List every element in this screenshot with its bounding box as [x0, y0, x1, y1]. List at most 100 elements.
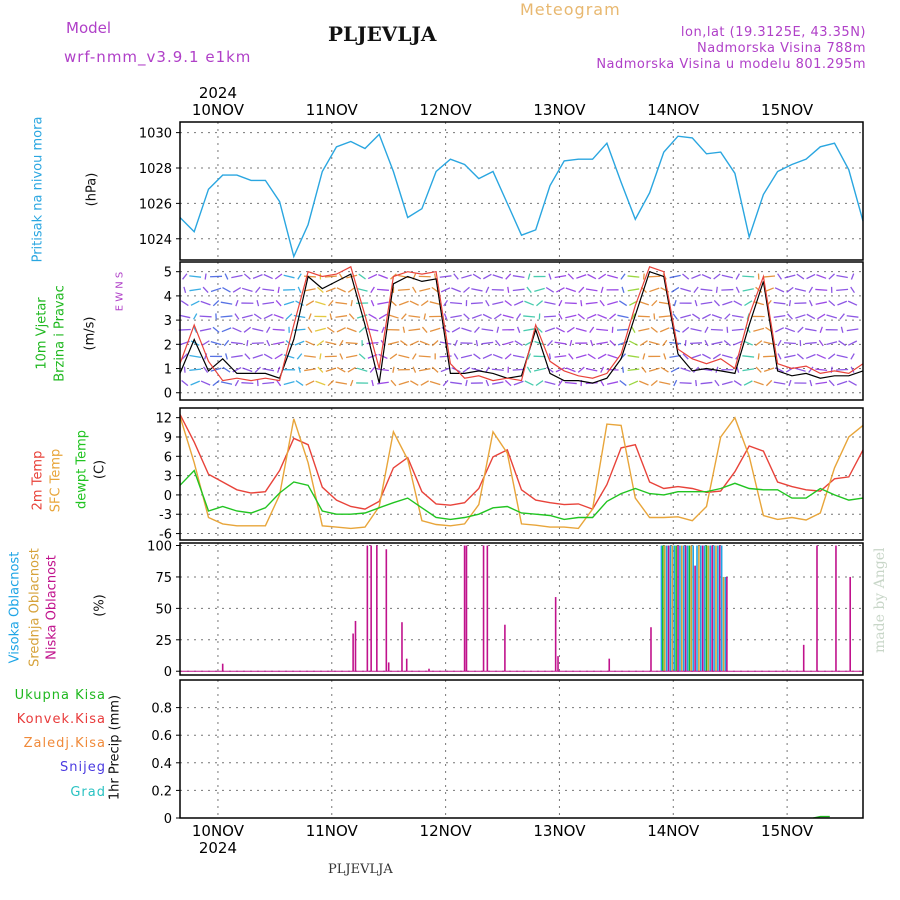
wind-arrow	[349, 379, 354, 387]
wind-arrow	[377, 381, 389, 385]
x-tick-label-bottom: 11NOV	[306, 822, 359, 840]
wind-arrow	[358, 353, 366, 360]
wind-arrow	[713, 300, 720, 307]
y-tick-label: 25	[155, 634, 172, 649]
wind-arrow	[485, 379, 490, 387]
wind-arrow	[828, 273, 835, 280]
wind-arrow	[283, 274, 295, 279]
wind-arrow	[577, 366, 585, 373]
wind-arrow	[212, 326, 220, 333]
wind-arrow	[536, 326, 543, 333]
wind-arrow	[378, 313, 388, 320]
wind-arrow	[682, 353, 689, 360]
wind-arrow	[682, 273, 690, 280]
wind-arrow	[721, 354, 733, 359]
wind-arrow	[710, 328, 723, 331]
wind-arrow	[850, 366, 855, 373]
wind-arrow	[713, 273, 721, 280]
wind-arrow	[225, 353, 228, 360]
wind-arrow	[242, 287, 253, 292]
wind-arrow	[663, 353, 667, 360]
wind-arrow	[628, 340, 638, 346]
wind-arrow	[742, 368, 755, 372]
y-tick-label: 3	[164, 314, 172, 329]
wind-arrow	[536, 300, 544, 307]
y-tick-label: 0.8	[151, 702, 172, 717]
wind-arrow	[715, 286, 718, 293]
y-tick-label: 1	[164, 363, 172, 378]
wind-arrow	[607, 274, 618, 279]
wind-arrow	[543, 315, 556, 318]
wind-arrow	[548, 273, 552, 280]
footer-station: PLJEVLJA	[328, 862, 393, 877]
wind-arrow	[262, 288, 275, 292]
wind-arrow	[639, 380, 649, 386]
wind-arrow	[627, 354, 640, 358]
wind-arrow	[315, 300, 326, 306]
wind-arrow	[222, 287, 231, 293]
wind-arrow	[731, 314, 744, 319]
y-tick-label: 1026	[139, 197, 172, 212]
elevation-label: Nadmorska Visina 788m	[697, 41, 866, 56]
wind-arrow	[221, 327, 232, 333]
y-tick-label: -3	[159, 508, 172, 523]
wind-arrow	[377, 288, 389, 291]
wind-arrow	[577, 313, 585, 320]
wind-arrow	[590, 339, 594, 347]
panel-frame	[179, 407, 864, 541]
wind-arrow	[527, 273, 531, 280]
wind-arrow	[190, 340, 200, 346]
wind-arrow	[568, 353, 574, 360]
wind-arrow	[189, 288, 202, 292]
wind-arrow	[178, 328, 191, 331]
wind-arrow	[305, 300, 315, 307]
wind-arrow	[347, 286, 356, 293]
wind-arrow	[565, 287, 577, 293]
wind-arrow	[796, 353, 804, 360]
wind-arrow	[345, 354, 358, 359]
wind-arrow	[345, 342, 358, 345]
wind-arrow	[319, 353, 322, 360]
wind-arrow	[788, 379, 792, 387]
y-tick-label: 2	[164, 338, 172, 353]
y-tick-label: 1028	[139, 162, 172, 177]
y-tick-label: 1024	[139, 233, 172, 248]
wind-arrow	[412, 366, 417, 373]
wind-arrow	[232, 327, 242, 333]
wind-arrow	[263, 353, 273, 360]
wind-arrow	[295, 380, 304, 387]
wind-arrow	[544, 301, 556, 305]
wind-arrow	[189, 275, 202, 278]
wind-arrow	[662, 339, 668, 347]
wind-arrow	[660, 366, 669, 373]
wind-arrow	[296, 353, 303, 360]
wind-arrow	[513, 300, 524, 306]
y-tick-label: 5	[164, 266, 172, 281]
wind-arrow	[763, 275, 776, 278]
wind-arrow	[482, 353, 493, 360]
wind-arrow	[659, 327, 670, 333]
wind-arrow	[493, 313, 502, 320]
wind-arrow	[398, 300, 409, 306]
wind-arrow	[777, 353, 782, 360]
wind-arrow	[524, 300, 534, 306]
x-tick-label-bottom: 14NOV	[647, 822, 700, 840]
wind-arrow	[743, 340, 753, 346]
wind-arrow	[627, 368, 640, 372]
wind-arrow	[203, 366, 209, 373]
wind-arrow	[450, 314, 462, 319]
wind-arrow	[483, 273, 492, 280]
wind-arrow	[690, 342, 703, 345]
wind-arrow	[722, 300, 733, 306]
wind-arrow	[327, 379, 335, 387]
wind-arrow	[777, 273, 782, 280]
wind-arrow	[485, 299, 490, 307]
wind-arrow	[419, 287, 431, 292]
wind-arrow	[558, 313, 563, 320]
wind-arrow	[618, 300, 628, 307]
wind-arrow	[721, 274, 733, 279]
wind-arrow	[691, 273, 701, 280]
wind-arrow	[429, 301, 441, 306]
wind-arrow	[277, 366, 281, 373]
